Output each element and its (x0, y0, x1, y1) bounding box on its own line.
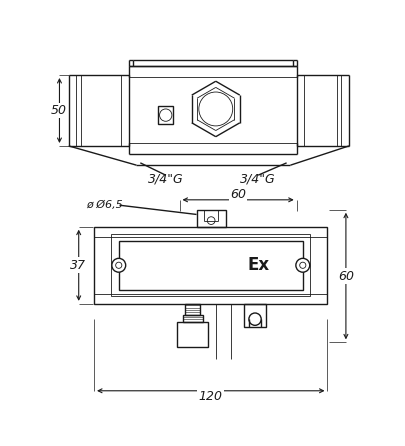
Circle shape (115, 262, 122, 268)
Text: 60: 60 (230, 188, 245, 201)
Text: 50: 50 (51, 104, 66, 117)
Circle shape (111, 258, 126, 272)
Circle shape (299, 262, 305, 268)
Text: 3/4"G: 3/4"G (240, 173, 275, 186)
Circle shape (201, 95, 229, 123)
Circle shape (159, 109, 171, 121)
Bar (244, 304, 265, 327)
Circle shape (248, 313, 260, 325)
Text: Ex: Ex (247, 256, 269, 274)
Bar (119, 241, 302, 290)
Text: 37: 37 (70, 259, 86, 272)
Text: 3/4"G: 3/4"G (147, 173, 183, 186)
Bar (177, 322, 208, 347)
Text: 60: 60 (338, 269, 354, 283)
Circle shape (295, 258, 309, 272)
Circle shape (198, 92, 232, 126)
Bar (182, 314, 202, 322)
Text: ø Ø6,5: ø Ø6,5 (85, 200, 122, 210)
Bar (185, 304, 200, 314)
Circle shape (207, 217, 215, 224)
Text: 120: 120 (198, 390, 222, 404)
Bar (158, 106, 173, 124)
Bar (94, 227, 326, 304)
Bar (196, 210, 225, 227)
Bar (111, 235, 310, 296)
